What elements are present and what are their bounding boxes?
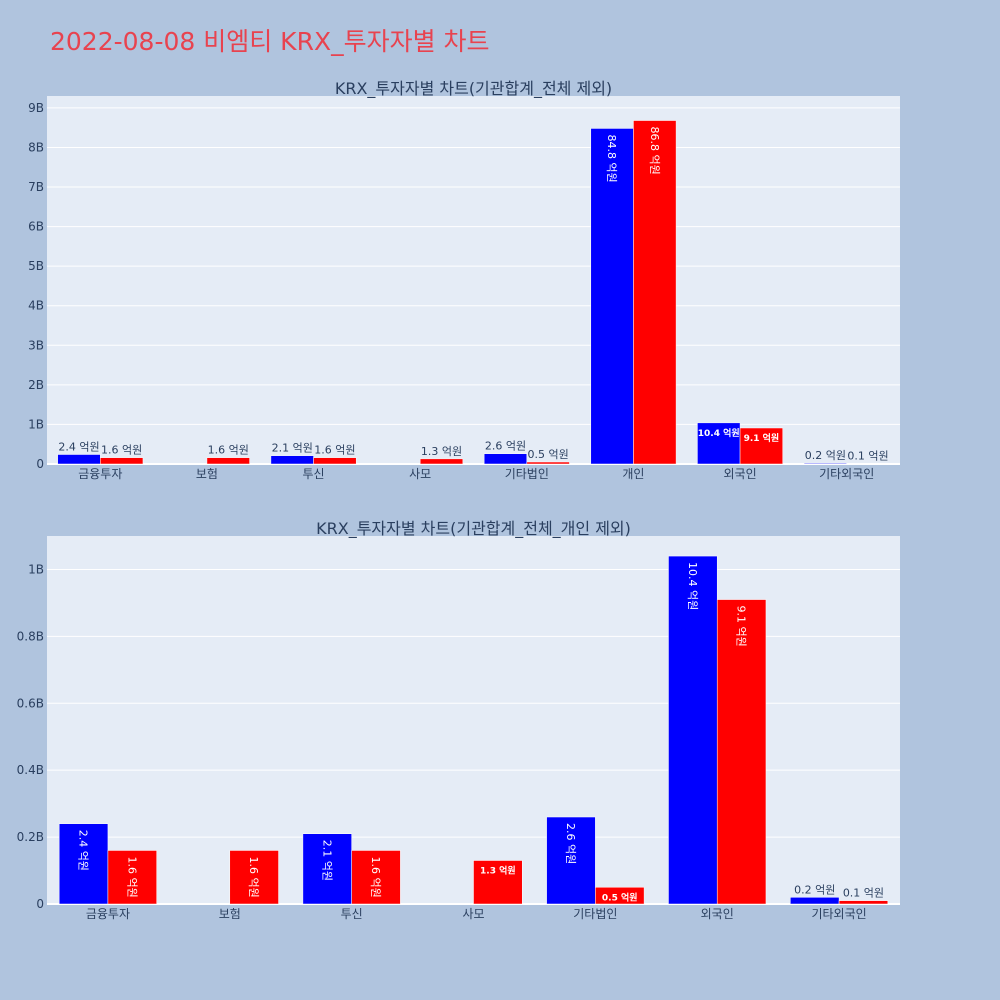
chart1-ytick-label: 6B — [28, 220, 44, 234]
chart1-bar — [803, 462, 847, 465]
chart1-bar — [313, 457, 357, 465]
chart2-data-label: 1.3 억원 — [480, 865, 516, 877]
chart1-data-label: 84.8 억원 — [605, 134, 618, 182]
chart2-bar — [668, 555, 718, 905]
chart2-bar — [229, 850, 279, 905]
chart1-bar — [697, 422, 741, 465]
chart2-xtick-label: 기타외국인 — [811, 907, 866, 921]
chart2-data-label: 10.4 억원 — [686, 562, 699, 610]
chart1-ytick-label: 9B — [28, 101, 44, 115]
chart1-ytick-label: 2B — [28, 378, 44, 392]
chart2-ytick-label: 0.4B — [17, 763, 44, 777]
chart2-data-label: 2.1 억원 — [320, 840, 333, 881]
chart1-plot-area — [47, 96, 900, 464]
chart2-xtick-label: 투신 — [341, 907, 363, 921]
chart2-bar — [838, 900, 889, 905]
chart1-xtick-label: 개인 — [622, 467, 644, 481]
chart1-bar — [57, 454, 101, 465]
chart2-bar — [716, 599, 767, 905]
chart1-ytick-label: 3B — [28, 338, 44, 352]
chart2-title: KRX_투자자별 차트(기관합계_전체_개인 제외) — [316, 519, 631, 539]
chart2-ytick-label: 0.2B — [17, 830, 44, 844]
chart1-xtick-label: 보험 — [196, 467, 218, 481]
chart2-bar — [595, 887, 645, 905]
chart2-bar — [473, 860, 523, 905]
chart1-data-label: 2.1 억원 — [272, 442, 313, 455]
chart2-data-label: 2.6 억원 — [564, 823, 577, 864]
chart1-data-label: 1.6 억원 — [314, 444, 355, 457]
page-title: 2022-08-08 비엠티 KRX_투자자별 차트 — [50, 27, 490, 56]
chart2-data-label: 2.4 억원 — [77, 830, 90, 871]
chart2-bar — [546, 816, 596, 905]
chart2-xtick-label: 금융투자 — [86, 907, 130, 921]
chart2-data-label: 0.1 억원 — [843, 887, 884, 900]
chart2-plot-area — [47, 536, 900, 904]
chart1-xtick-label: 투신 — [303, 467, 325, 481]
chart1-data-label: 0.1 억원 — [847, 450, 888, 463]
chart2-bar — [351, 850, 401, 905]
chart2-data-label: 1.6 억원 — [369, 856, 382, 897]
chart1-bar — [739, 427, 783, 465]
chart2-xtick-label: 기타법인 — [573, 907, 617, 921]
chart2-data-label: 0.5 억원 — [602, 891, 638, 903]
chart2-data-label: 1.6 억원 — [247, 856, 260, 897]
chart1-data-label: 1.6 억원 — [101, 444, 142, 457]
chart1-ytick-label: 7B — [28, 180, 44, 194]
chart2-data-label: 1.6 억원 — [125, 856, 138, 897]
chart1-ytick-label: 8B — [28, 140, 44, 154]
chart2-data-label: 0.2 억원 — [794, 883, 835, 896]
chart2-data-label: 9.1 억원 — [735, 606, 748, 647]
chart1-ytick-label: 0 — [36, 457, 44, 471]
chart1-data-label: 2.6 억원 — [485, 440, 526, 453]
chart1-data-label: 10.4 억원 — [698, 427, 740, 439]
chart1-title: KRX_투자자별 차트(기관합계_전체 제외) — [335, 79, 612, 99]
chart1-data-label: 0.2 억원 — [805, 449, 846, 462]
chart2-bar — [790, 897, 840, 905]
chart1-xtick-label: 사모 — [409, 467, 431, 481]
chart1-bar — [633, 120, 677, 465]
chart1-data-label: 2.4 억원 — [58, 441, 99, 454]
chart1-bar — [270, 455, 314, 465]
chart1-ytick-label: 1B — [28, 417, 44, 431]
chart1-bar — [206, 457, 250, 465]
chart2-bar — [58, 823, 109, 905]
chart1-bar — [483, 453, 528, 465]
chart2-xtick-label: 보험 — [219, 907, 241, 921]
chart2-bar — [302, 833, 352, 905]
chart1-data-label: 1.3 억원 — [421, 445, 462, 458]
chart1-ytick-label: 5B — [28, 259, 44, 273]
chart1-bar — [526, 461, 570, 465]
chart1-bar — [100, 457, 144, 465]
chart1-data-label: 9.1 억원 — [744, 432, 780, 444]
chart1-ytick-label: 4B — [28, 299, 44, 313]
chart1-xtick-label: 기타법인 — [505, 467, 549, 481]
chart1-bar — [419, 458, 464, 465]
chart2-ytick-label: 0 — [36, 897, 44, 911]
chart1-data-label: 1.6 억원 — [208, 444, 249, 457]
chart1-bar — [590, 128, 634, 465]
chart1-data-label: 0.5 억원 — [528, 448, 569, 461]
chart2-bar — [107, 850, 157, 905]
chart1-xtick-label: 금융투자 — [78, 467, 122, 481]
chart1-data-label: 86.8 억원 — [648, 127, 661, 175]
chart2-ytick-label: 0.6B — [17, 696, 44, 710]
chart2-ytick-label: 0.8B — [17, 629, 44, 643]
chart1-xtick-label: 외국인 — [724, 467, 757, 481]
chart2-ytick-label: 1B — [28, 562, 44, 576]
chart1-xtick-label: 기타외국인 — [819, 467, 874, 481]
chart2-xtick-label: 사모 — [462, 907, 484, 921]
chart2-xtick-label: 외국인 — [701, 907, 734, 921]
